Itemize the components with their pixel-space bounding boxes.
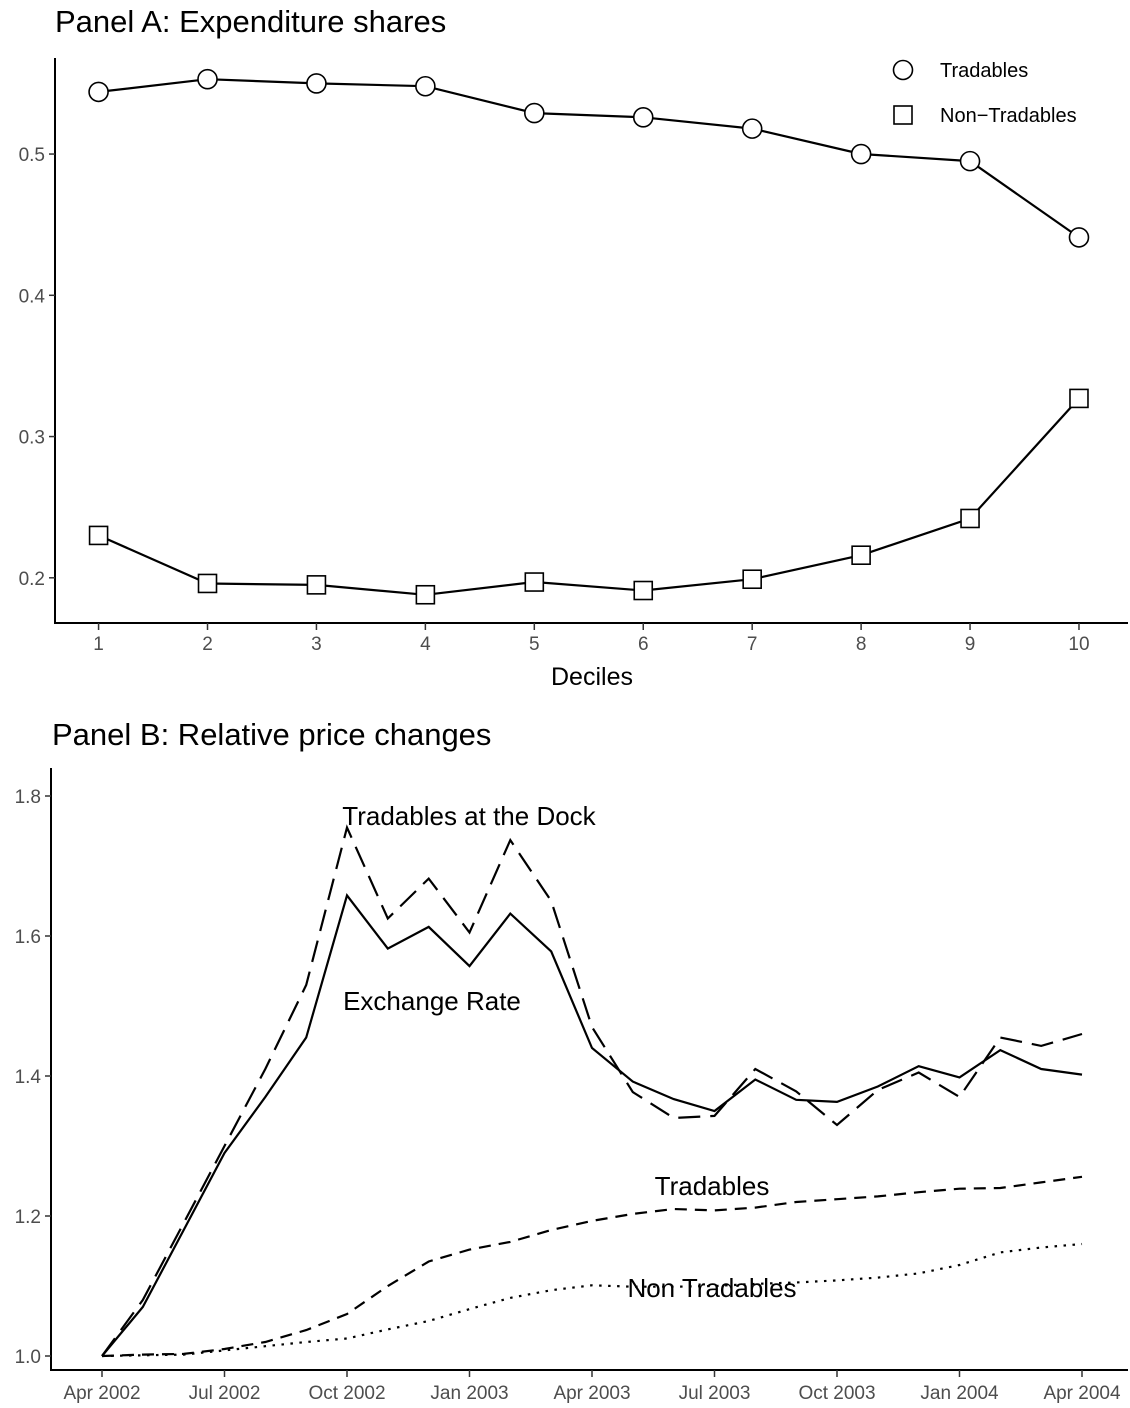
panel-b-title: Panel B: Relative price changes: [52, 717, 491, 752]
panel-a-x-tick-label: 1: [93, 634, 104, 655]
panel-a-x-axis-title: Deciles: [551, 663, 633, 691]
panel-a-point-tradables: [415, 75, 436, 97]
annotation-exchange-rate: Exchange Rate: [343, 986, 521, 1016]
panel-b-x-tick-label: Apr 2004: [1043, 1383, 1121, 1404]
panel-b-line-exchange-rate: [101, 892, 1083, 1357]
panel-b-x-tick-label: Jan 2003: [430, 1383, 508, 1404]
panel-a-point-non-tradables: [415, 584, 436, 605]
panel-a-x-tick-label: 7: [747, 634, 758, 655]
panel-a-line-non-tradables: [98, 397, 1080, 596]
panel-a-point-tradables: [959, 150, 981, 172]
panel-a-line-tradables: [98, 78, 1080, 239]
panel-a-title: Panel A: Expenditure shares: [55, 4, 446, 39]
panel-b-x-tick-label: Apr 2003: [553, 1383, 630, 1404]
panel-b-x-tick-label: Jul 2003: [679, 1383, 751, 1404]
panel-a-y-ticks: 0.2 0.3 0.4 0.5: [19, 145, 55, 590]
legend-label-tradables: Tradables: [940, 60, 1028, 82]
panel-a-x-tick-label: 9: [965, 634, 976, 655]
annotation-non-tradables: Non Tradables: [627, 1273, 796, 1303]
panel-a-point-tradables: [741, 118, 763, 139]
panel-b-y-tick-label: 1.2: [15, 1207, 41, 1228]
panel-a-point-tradables: [850, 143, 872, 165]
panel-b-y-ticks: 1.0 1.2 1.4 1.6 1.8: [15, 787, 51, 1368]
panel-a-x-tick-label: 4: [420, 634, 431, 655]
panel-b-y-tick-label: 1.0: [15, 1347, 41, 1368]
annotation-tradables-at-the-dock: Tradables at the Dock: [342, 801, 596, 831]
panel-a-point-tradables: [1068, 227, 1090, 248]
panel-a-point-tradables: [632, 107, 654, 128]
panel-b-y-tick-label: 1.6: [15, 927, 41, 948]
panel-b-x-tick-label: Apr 2002: [63, 1383, 140, 1404]
panel-a-y-tick-label: 0.3: [19, 428, 45, 449]
panel-a-legend: Tradables Non−Tradables: [892, 59, 1077, 127]
panel-a-point-non-tradables: [851, 545, 871, 566]
panel-a-y-tick-label: 0.2: [19, 569, 45, 590]
panel-b-y-tick-label: 1.8: [15, 787, 41, 808]
annotation-tradables: Tradables: [655, 1171, 770, 1201]
panel-b-x-tick-label: Jul 2002: [189, 1383, 261, 1404]
panel-a-point-non-tradables: [633, 580, 654, 601]
panel-b-series: [101, 824, 1083, 1358]
panel-a-point-non-tradables: [88, 525, 109, 546]
panel-a-x-tick-label: 5: [529, 634, 540, 655]
panel-b-x-ticks: Apr 2002 Jul 2002 Oct 2002 Jan 2003 Apr 2003…: [63, 1370, 1121, 1404]
panel-b-line-tradables: [101, 1175, 1083, 1358]
panel-a-x-tick-label: 3: [311, 634, 322, 655]
panel-a-point-tradables: [524, 102, 545, 124]
panel-b-line-non-tradables: [101, 1242, 1083, 1358]
legend-circle-marker-icon: [892, 59, 914, 81]
panel-a-point-non-tradables: [960, 508, 980, 529]
panel-a-point-non-tradables: [1069, 388, 1089, 409]
panel-a-x-tick-label: 6: [638, 634, 649, 655]
legend-label-non-tradables: Non−Tradables: [940, 105, 1077, 127]
panel-a-point-tradables: [306, 73, 327, 94]
panel-a-y-tick-label: 0.4: [19, 286, 46, 307]
panel-a-point-non-tradables: [197, 573, 218, 594]
panel-a-point-non-tradables: [306, 575, 327, 595]
panel-a-point-non-tradables: [524, 572, 545, 592]
panel-a-x-ticks: 1 2 3 4 5 6 7 8 9 10: [93, 623, 1090, 655]
panel-a-expenditure-shares: Panel A: Expenditure shares 0.2 0.3 0.4 0.5…: [19, 4, 1128, 691]
panel-b-relative-price-changes: Panel B: Relative price changes 1.01.21.…: [15, 717, 1128, 1404]
panel-b-x-tick-label: Oct 2002: [308, 1383, 385, 1404]
panel-a-series: [88, 68, 1090, 605]
panel-a-x-tick-label: 2: [202, 634, 213, 655]
panel-a-point-non-tradables: [742, 569, 762, 590]
legend-square-marker-icon: [893, 105, 913, 125]
panel-b-annotations: Tradables at the Dock Exchange Rate Trad…: [342, 801, 796, 1303]
panel-b-x-tick-label: Oct 2003: [798, 1383, 875, 1404]
panel-b-line-tradables-at-the-dock: [101, 824, 1083, 1357]
panel-b-y-tick-label: 1.4: [15, 1067, 42, 1088]
panel-a-point-tradables: [197, 68, 218, 90]
panel-a-y-tick-label: 0.5: [19, 145, 45, 166]
panel-a-x-tick-label: 10: [1068, 634, 1089, 655]
panel-a-point-tradables: [88, 81, 109, 103]
panel-b-x-tick-label: Jan 2004: [920, 1383, 999, 1404]
panel-a-x-tick-label: 8: [856, 634, 867, 655]
